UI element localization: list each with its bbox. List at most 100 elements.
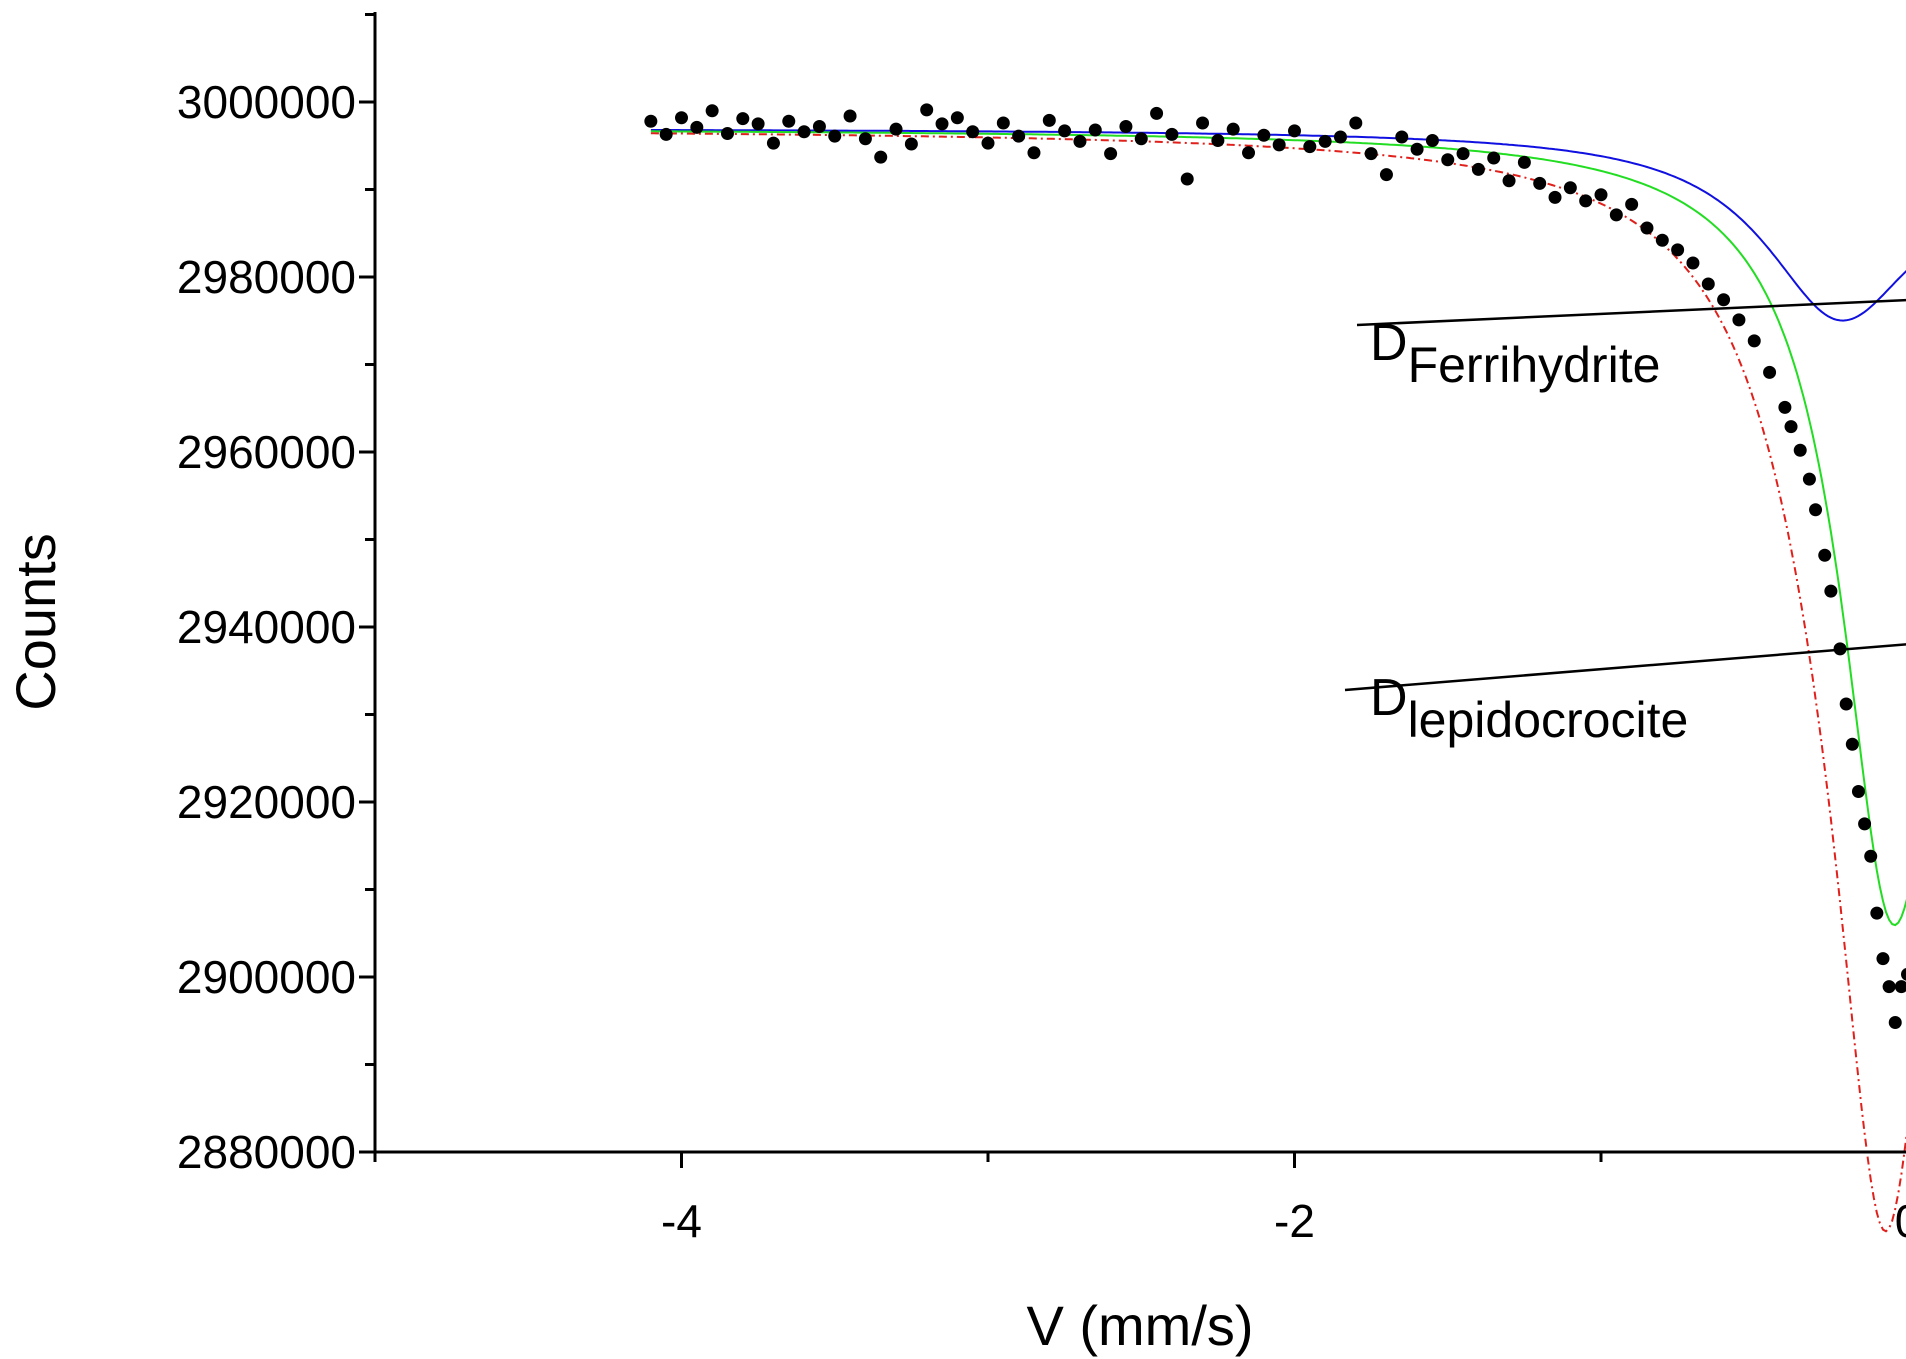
data-point: [1809, 503, 1823, 517]
data-point: [1242, 146, 1256, 160]
data-point: [1502, 174, 1516, 188]
data-point: [1802, 472, 1816, 486]
data-point: [1839, 697, 1853, 711]
y-axis-title: Counts: [4, 533, 67, 710]
data-point: [1119, 120, 1133, 133]
data-point: [1778, 400, 1792, 414]
data-point: [1379, 168, 1393, 182]
data-point: [1548, 190, 1562, 204]
data-point: [1517, 155, 1531, 169]
data-point: [889, 122, 903, 136]
data-point: [1425, 134, 1439, 147]
data-point: [1134, 132, 1148, 146]
data-point: [935, 117, 949, 131]
data-point: [950, 111, 964, 125]
data-point: [966, 125, 980, 139]
data-point: [1288, 124, 1301, 138]
data-point: [1784, 420, 1798, 434]
data-point: [1349, 116, 1363, 130]
data-point: [659, 127, 673, 141]
data-point: [996, 116, 1010, 130]
data-point: [1671, 243, 1685, 257]
data-point: [1594, 188, 1608, 202]
x-axis-title: V (mm/s): [1026, 1294, 1253, 1357]
annotation-label: Dlepidocrocite: [1370, 669, 1688, 748]
data-point: [1027, 146, 1041, 160]
data-points: [644, 103, 1906, 1029]
data-point: [828, 129, 842, 143]
data-point: [1864, 849, 1878, 863]
data-point: [904, 137, 918, 151]
annotation-arrow: [1344, 643, 1906, 692]
data-point: [675, 111, 688, 125]
axes: 2880000 2900000 2920000 2940000 2960000 29800…: [177, 12, 1906, 1247]
data-point: [690, 120, 704, 134]
x-tick-label: -2: [1274, 1195, 1315, 1247]
data-point: [981, 136, 995, 150]
y-tick-label: 3000000: [177, 76, 356, 128]
data-point: [1073, 134, 1087, 148]
data-point: [1845, 737, 1859, 751]
data-point: [812, 120, 826, 133]
data-point: [1882, 980, 1896, 994]
data-point: [1870, 906, 1884, 920]
data-point: [1333, 130, 1347, 144]
data-point: [1042, 113, 1056, 127]
data-point: [1888, 1016, 1902, 1029]
data-point: [720, 127, 734, 140]
data-point: [1625, 197, 1639, 211]
data-point: [1226, 122, 1240, 136]
data-point: [1851, 785, 1865, 798]
y-tick-label: 2940000: [177, 601, 356, 653]
data-point: [751, 117, 765, 131]
data-point: [1579, 194, 1593, 208]
data-point: [1655, 233, 1669, 247]
data-point: [1471, 162, 1485, 176]
data-point: [1609, 208, 1623, 222]
data-point: [782, 114, 796, 128]
y-tick-label: 2980000: [177, 251, 356, 303]
y-tick-label: 2880000: [177, 1126, 356, 1178]
data-point: [1364, 147, 1378, 161]
data-point: [1793, 443, 1807, 457]
data-point: [1104, 147, 1118, 161]
data-point: [797, 125, 811, 139]
data-point: [1150, 106, 1164, 120]
ferrihydrite-fit-curve: [650, 129, 1906, 322]
data-point: [874, 150, 888, 164]
data-point: [1901, 968, 1906, 981]
data-point: [1487, 151, 1501, 165]
data-point: [843, 109, 857, 123]
annotations: DFerrihydrite Dlepidocrocite: [1344, 298, 1906, 748]
data-point: [1858, 817, 1872, 831]
data-point: [1686, 256, 1700, 270]
data-point: [1012, 129, 1026, 143]
annotation-arrow: [1356, 298, 1906, 327]
data-point: [1058, 124, 1072, 138]
data-point: [1165, 127, 1179, 141]
data-point: [858, 132, 872, 146]
data-point: [1211, 134, 1225, 147]
data-point: [1747, 334, 1761, 348]
data-point: [1456, 147, 1470, 161]
data-point: [644, 114, 658, 128]
data-point: [1763, 365, 1777, 379]
data-point: [1818, 548, 1832, 562]
data-point: [1441, 153, 1455, 167]
data-point: [1824, 584, 1838, 598]
data-point: [1894, 980, 1906, 994]
data-point: [1876, 952, 1890, 966]
data-point: [1318, 134, 1332, 148]
data-point: [1303, 140, 1317, 154]
data-point: [1410, 142, 1424, 156]
data-point: [1180, 172, 1194, 186]
data-point: [1395, 130, 1409, 144]
y-tick-label: 2960000: [177, 426, 356, 478]
total-fit-curve: [650, 132, 1906, 1233]
data-point: [1563, 181, 1577, 195]
data-point: [1640, 221, 1654, 235]
data-point: [1732, 313, 1746, 327]
data-point: [736, 112, 750, 126]
fit-curves: [650, 129, 1906, 1233]
